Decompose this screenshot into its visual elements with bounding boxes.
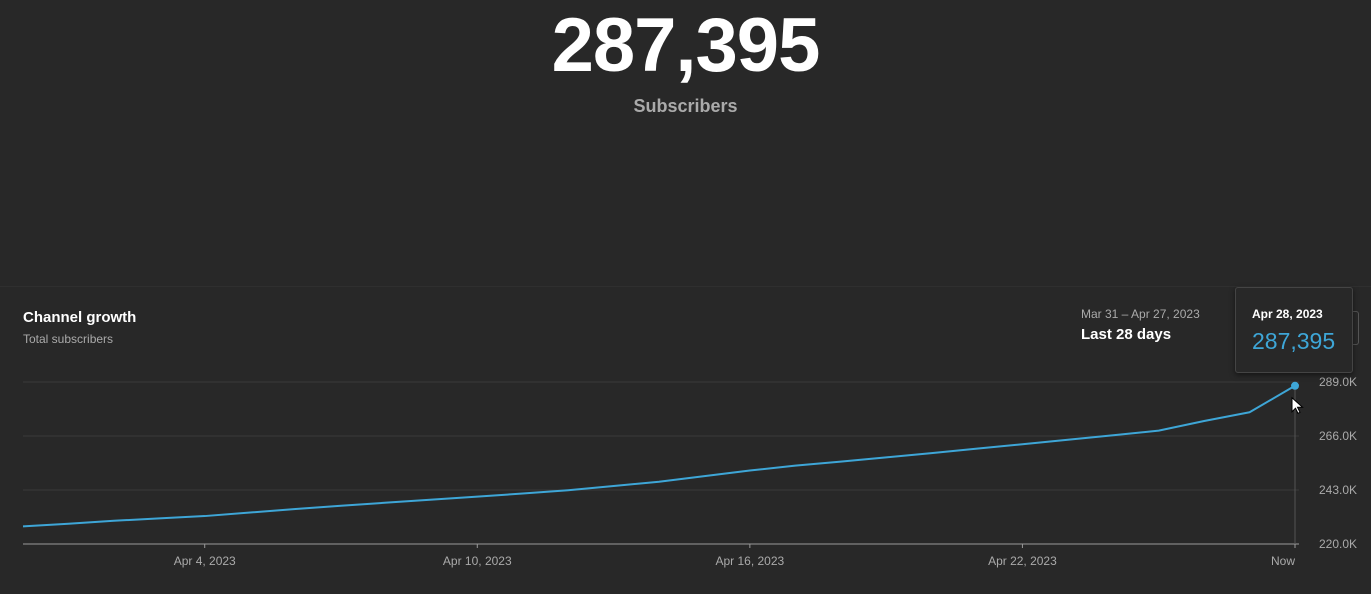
y-tick-label: 266.0K [1319,429,1357,443]
x-tick-label: Now [1271,554,1295,568]
section-divider [0,286,1371,287]
y-tick-label: 243.0K [1319,483,1357,497]
y-tick-label: 220.0K [1319,537,1357,551]
tooltip-date: Apr 28, 2023 [1252,307,1323,321]
x-tick-label: Apr 10, 2023 [443,554,512,568]
tooltip-value: 287,395 [1252,328,1336,354]
x-tick-label: Apr 16, 2023 [715,554,784,568]
card-subtitle: Total subscribers [23,332,114,346]
x-tick-label: Apr 22, 2023 [988,554,1057,568]
hover-point [1291,381,1299,390]
channel-growth-chart[interactable]: 289.0K 266.0K 243.0K 220.0K Apr 4, 2023 Apr 1… [0,370,1371,580]
subscriber-count: 287,395 [551,3,821,88]
y-tick-label: 289.0K [1319,375,1357,389]
x-tick-label: Apr 4, 2023 [174,554,236,568]
card-title: Channel growth [23,309,137,326]
series-line [22,384,1296,528]
subscriber-label: Subscribers [633,96,738,116]
chart-tooltip: Apr 28, 2023 287,395 [1235,287,1353,373]
date-range-label[interactable]: Last 28 days [1081,326,1172,343]
subscriber-summary: 287,395 Subscribers [0,0,1371,286]
date-range-dates[interactable]: Mar 31 – Apr 27, 2023 [1081,307,1200,321]
mouse-cursor-icon [1291,396,1304,414]
